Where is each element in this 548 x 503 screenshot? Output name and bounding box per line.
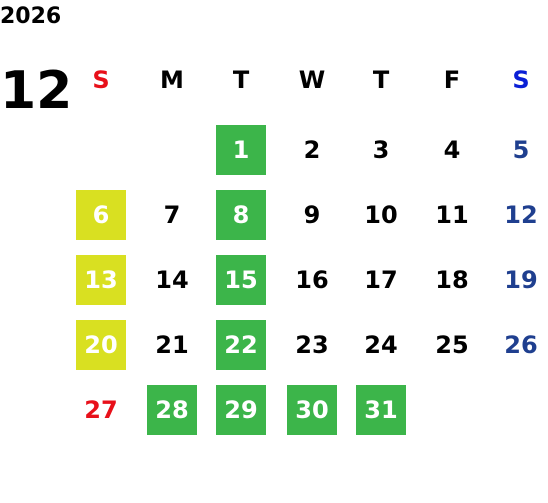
- weekday-label: S: [92, 66, 109, 94]
- day-number: 5: [513, 136, 530, 164]
- weekday-label: T: [373, 66, 390, 94]
- day-number: 31: [364, 396, 397, 424]
- day-highlight: [216, 320, 266, 370]
- day-number: 24: [364, 331, 397, 359]
- day-number: 7: [164, 201, 181, 229]
- day-number: 3: [373, 136, 390, 164]
- day-number: 15: [224, 266, 257, 294]
- day-highlight: [76, 190, 126, 240]
- day-number: 17: [364, 266, 397, 294]
- day-number: 22: [224, 331, 257, 359]
- day-highlight: [216, 190, 266, 240]
- day-highlight: [216, 255, 266, 305]
- day-number: 9: [304, 201, 321, 229]
- day-number: 30: [295, 396, 328, 424]
- year: 2026: [0, 4, 61, 29]
- day-number: 25: [435, 331, 468, 359]
- day-number: 23: [295, 331, 328, 359]
- day-number: 28: [155, 396, 188, 424]
- day-number: 29: [224, 396, 257, 424]
- day-number: 13: [84, 266, 117, 294]
- day-number: 27: [84, 396, 117, 424]
- day-highlight: [216, 385, 266, 435]
- day-number: 1: [233, 136, 250, 164]
- day-number: 18: [435, 266, 468, 294]
- day-number: 19: [504, 266, 537, 294]
- day-number: 10: [364, 201, 397, 229]
- weekday-label: T: [233, 66, 250, 94]
- day-number: 4: [444, 136, 461, 164]
- day-highlight: [356, 385, 406, 435]
- day-number: 26: [504, 331, 537, 359]
- day-highlight: [147, 385, 197, 435]
- day-number: 16: [295, 266, 328, 294]
- day-number: 8: [233, 201, 250, 229]
- month: 12: [0, 61, 72, 121]
- day-number: 14: [155, 266, 188, 294]
- day-number: 2: [304, 136, 321, 164]
- day-number: 20: [84, 331, 117, 359]
- weekday-label: F: [444, 66, 460, 94]
- weekday-label: M: [160, 66, 184, 94]
- day-highlight: [76, 320, 126, 370]
- day-highlight: [216, 125, 266, 175]
- weekday-label: W: [299, 66, 325, 94]
- day-number: 12: [504, 201, 537, 229]
- day-highlight: [76, 255, 126, 305]
- day-number: 6: [93, 201, 110, 229]
- day-number: 21: [155, 331, 188, 359]
- day-highlight: [287, 385, 337, 435]
- weekday-label: S: [512, 66, 529, 94]
- day-number: 11: [435, 201, 468, 229]
